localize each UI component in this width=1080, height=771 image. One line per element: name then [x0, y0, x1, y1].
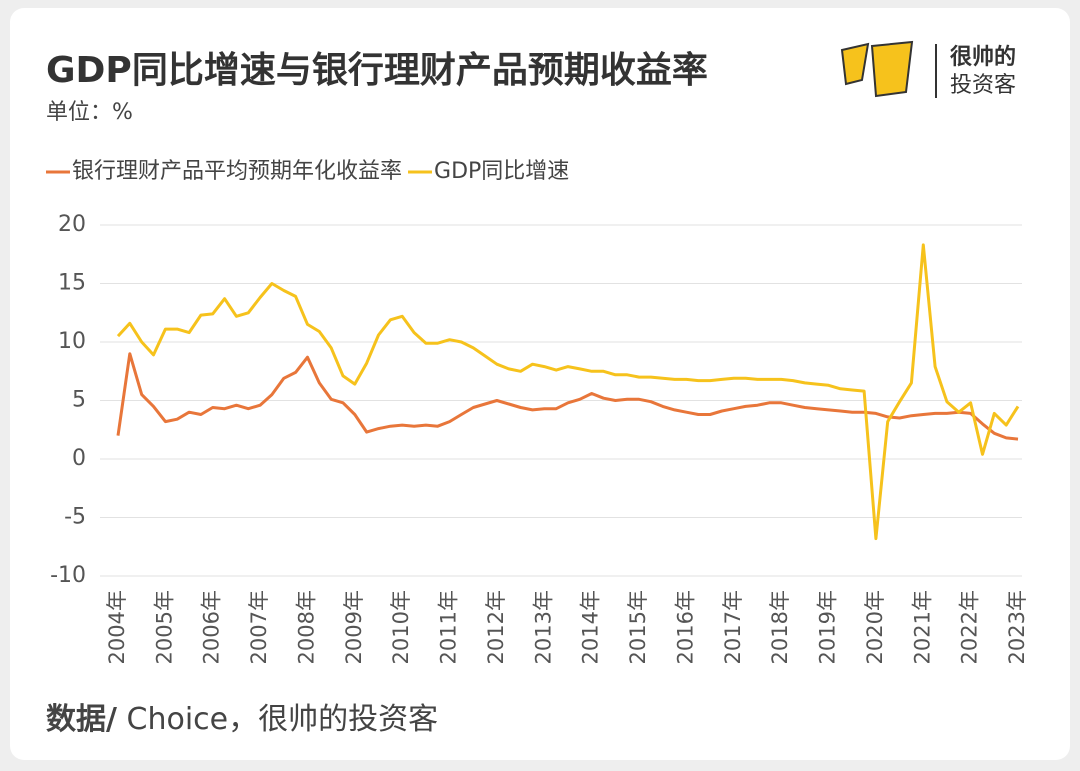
source-text: Choice，很帅的投资客	[117, 702, 438, 737]
y-tick-label: 5	[72, 388, 86, 413]
legend-label: GDP同比增速	[434, 159, 569, 184]
x-tick-label: 2015年	[626, 590, 650, 664]
y-tick-label: -10	[50, 563, 86, 588]
x-tick-label: 2013年	[531, 590, 555, 664]
logo-mark	[840, 40, 914, 98]
x-tick-label: 2010年	[389, 590, 413, 664]
y-tick-label: 0	[72, 446, 86, 471]
source: 数据/ Choice，很帅的投资客	[46, 702, 438, 737]
source-label: 数据/	[46, 702, 117, 737]
brand-line: 投资客	[950, 73, 1016, 98]
y-tick-label: -5	[64, 505, 86, 530]
x-tick-label: 2012年	[484, 590, 508, 664]
unit-label: 单位：%	[46, 100, 133, 125]
x-tick-label: 2009年	[342, 590, 366, 664]
series-line	[116, 352, 1019, 441]
x-tick-label: 2007年	[247, 590, 271, 664]
x-tick-label: 2022年	[958, 590, 982, 664]
x-tick-label: 2011年	[437, 590, 461, 664]
x-tick-label: 2018年	[768, 590, 792, 664]
x-tick-label: 2019年	[816, 590, 840, 664]
y-tick-label: 15	[58, 271, 86, 296]
series-line	[116, 243, 1020, 541]
x-tick-label: 2014年	[579, 590, 603, 664]
x-tick-label: 2023年	[1005, 590, 1029, 664]
x-tick-label: 2016年	[673, 590, 697, 664]
y-tick-label: 10	[58, 329, 86, 354]
x-tick-label: 2005年	[152, 590, 176, 664]
y-tick-label: 20	[58, 212, 86, 237]
x-tick-label: 2021年	[910, 590, 934, 664]
brand-line: 很帅的	[950, 44, 1016, 70]
x-tick-label: 2017年	[721, 590, 745, 664]
x-tick-label: 2004年	[105, 590, 129, 664]
card	[10, 8, 1070, 760]
legend-label: 银行理财产品平均预期年化收益率	[72, 159, 402, 184]
x-tick-label: 2006年	[200, 590, 224, 664]
chart-title: GDP同比增速与银行理财产品预期收益率	[46, 50, 708, 91]
x-tick-label: 2020年	[863, 590, 887, 664]
x-tick-label: 2008年	[294, 590, 318, 664]
logo: 很帅的 投资客	[840, 40, 1016, 98]
